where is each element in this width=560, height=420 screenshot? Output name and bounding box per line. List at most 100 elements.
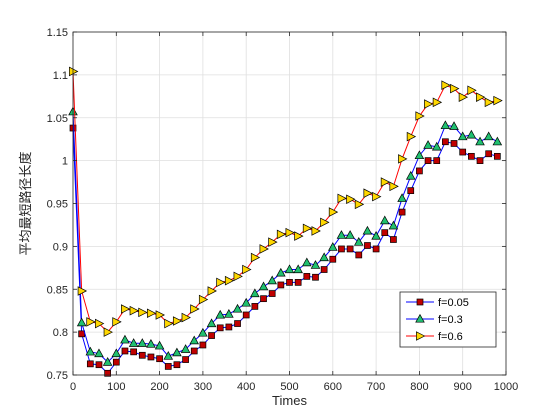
data-point	[363, 188, 373, 198]
data-point	[121, 304, 131, 314]
data-point	[121, 347, 129, 355]
data-point	[155, 310, 165, 320]
data-point	[111, 348, 122, 358]
y-tick-label: 0.85	[47, 284, 68, 296]
data-point	[154, 340, 165, 350]
data-point	[181, 312, 191, 323]
data-point	[120, 334, 130, 344]
legend-label: f=0.6	[438, 331, 463, 343]
data-point	[251, 303, 259, 310]
data-point	[104, 369, 111, 377]
x-axis-label: Times	[272, 393, 307, 408]
series-2	[68, 106, 503, 366]
data-point	[449, 121, 459, 130]
data-point	[234, 320, 241, 327]
data-point	[468, 152, 475, 160]
data-point	[232, 303, 243, 313]
data-point	[225, 323, 233, 331]
data-point	[493, 95, 503, 106]
data-point	[389, 181, 399, 192]
data-point	[286, 279, 293, 286]
data-point	[405, 170, 416, 180]
y-tick-label: 1	[62, 156, 68, 168]
data-point	[208, 332, 215, 339]
x-tick-label: 200	[150, 381, 168, 393]
data-point	[354, 199, 365, 210]
data-point	[293, 264, 303, 274]
data-point	[198, 327, 208, 337]
y-tick-label: 0.95	[47, 199, 68, 211]
data-point	[312, 273, 319, 281]
legend-label: f=0.3	[438, 314, 463, 326]
data-point	[242, 311, 250, 319]
data-point	[78, 330, 86, 338]
x-tick-label: 1000	[494, 381, 518, 393]
data-point	[294, 279, 302, 286]
data-point	[267, 275, 277, 285]
data-point	[112, 358, 120, 366]
data-point	[268, 290, 276, 297]
data-point	[424, 157, 432, 164]
data-point	[467, 85, 477, 96]
data-point	[302, 223, 313, 234]
data-point	[483, 131, 494, 141]
data-point	[364, 242, 371, 249]
data-point	[493, 152, 501, 160]
data-point	[276, 229, 287, 240]
data-point	[414, 150, 425, 160]
data-point	[476, 157, 484, 164]
data-point	[224, 308, 234, 318]
x-tick-label: 600	[324, 381, 342, 393]
data-point	[146, 339, 156, 348]
data-point	[95, 361, 103, 369]
data-point	[130, 348, 137, 356]
data-point	[198, 294, 209, 305]
legend-item: f=0.05	[406, 297, 469, 309]
data-point	[379, 215, 390, 225]
data-point	[485, 150, 493, 158]
data-point	[442, 138, 449, 146]
data-point	[328, 242, 338, 251]
data-point	[94, 348, 104, 358]
ticks: 0 100 200 300 400 500 600 700 800 900 1000 0.75 0.8 0…	[47, 27, 519, 393]
data-point	[206, 318, 217, 328]
data-point	[189, 335, 200, 345]
data-point	[432, 97, 443, 108]
data-point	[303, 273, 311, 280]
y-tick-label: 1.15	[47, 27, 68, 39]
data-point	[242, 264, 252, 275]
data-point	[95, 318, 105, 329]
x-tick-label: 800	[410, 381, 428, 393]
data-point	[415, 111, 425, 121]
data-point	[397, 193, 407, 202]
data-point	[416, 167, 423, 175]
data-point	[390, 236, 397, 243]
data-point	[484, 97, 495, 108]
data-point	[336, 230, 347, 239]
data-point	[190, 347, 198, 355]
data-point	[172, 347, 182, 357]
legend-item: f=0.6	[406, 331, 463, 343]
data-point	[302, 257, 312, 267]
data-point	[268, 237, 278, 247]
data-point	[112, 317, 122, 327]
data-point	[285, 227, 295, 238]
data-point	[423, 140, 433, 149]
data-point	[433, 157, 441, 164]
series-1	[69, 124, 501, 377]
data-point	[86, 317, 96, 327]
data-point	[164, 318, 174, 329]
data-point	[258, 281, 269, 291]
data-point	[233, 271, 243, 282]
data-point	[398, 154, 408, 164]
data-point	[440, 120, 451, 130]
x-tick-label: 900	[454, 381, 472, 393]
legend: f=0.05 f=0.3 f=0.6	[399, 291, 497, 348]
x-tick-label: 0	[70, 381, 76, 393]
y-tick-label: 1.1	[53, 70, 68, 82]
data-point	[103, 327, 114, 337]
legend-item: f=0.3	[406, 313, 463, 326]
data-point	[398, 208, 406, 216]
x-tick-label: 500	[280, 381, 298, 393]
